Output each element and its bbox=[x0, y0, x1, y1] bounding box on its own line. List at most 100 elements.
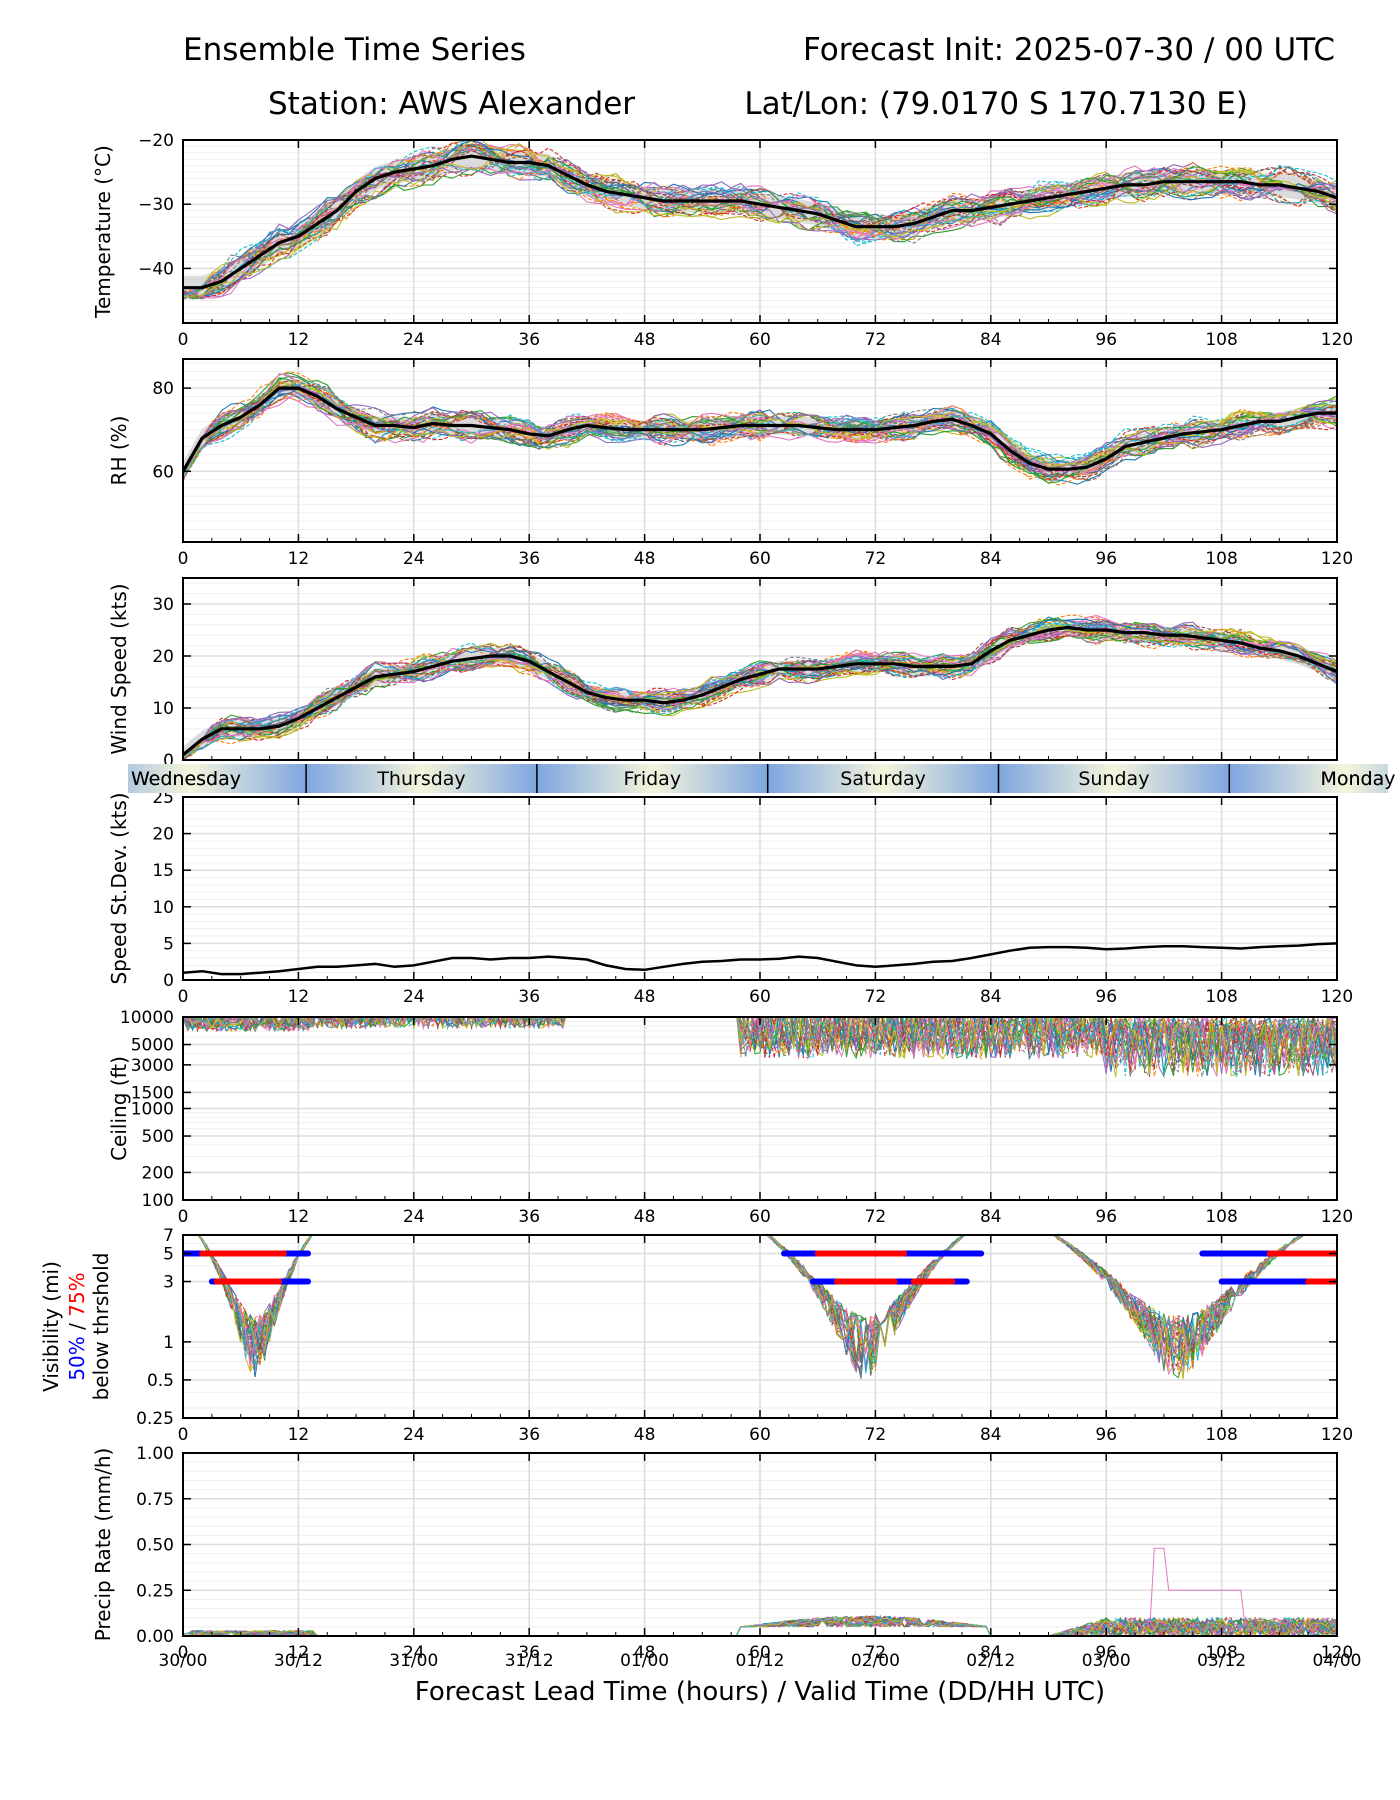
x-tick-label: 60 bbox=[749, 549, 771, 569]
member-line bbox=[183, 159, 1337, 297]
day-label-first: Wednesday bbox=[131, 768, 241, 790]
y-axis-label: RH (%) bbox=[107, 416, 131, 486]
x-tick-label: 72 bbox=[865, 987, 887, 1007]
y-tick-label: 0 bbox=[163, 751, 174, 771]
valid-time-label: 03/00 bbox=[1082, 1651, 1131, 1671]
member-line bbox=[197, 1235, 1303, 1374]
valid-time-label: 31/00 bbox=[389, 1651, 438, 1671]
y-tick-label: 1.00 bbox=[136, 1444, 174, 1464]
plot-area bbox=[183, 614, 1337, 760]
x-tick-label: 48 bbox=[634, 549, 656, 569]
y-axis-label: Speed St.Dev. (kts) bbox=[107, 792, 131, 984]
member-line bbox=[183, 380, 1337, 477]
member-line bbox=[183, 1017, 1337, 1077]
x-tick-label: 72 bbox=[865, 549, 887, 569]
member-line bbox=[183, 143, 1337, 298]
valid-time-label: 04/00 bbox=[1313, 1651, 1362, 1671]
member-line bbox=[183, 381, 1337, 477]
day-label: Friday bbox=[623, 768, 681, 790]
y-tick-label: 0.50 bbox=[136, 1536, 174, 1556]
valid-time-label: 03/12 bbox=[1197, 1651, 1246, 1671]
y-tick-label: −30 bbox=[138, 195, 174, 215]
x-tick-label: 108 bbox=[1205, 549, 1237, 569]
y-axis-label: Precip Rate (mm/h) bbox=[91, 1448, 115, 1642]
day-label: Sunday bbox=[1078, 768, 1149, 790]
x-tick-label: 60 bbox=[749, 1643, 771, 1663]
y-tick-label: 0.75 bbox=[136, 1490, 174, 1510]
day-label: Saturday bbox=[840, 768, 926, 790]
x-tick-label: 36 bbox=[518, 330, 540, 350]
plot-area bbox=[183, 1017, 1337, 1079]
x-tick-label: 120 bbox=[1321, 1643, 1353, 1663]
member-line bbox=[183, 379, 1337, 478]
member-line bbox=[183, 166, 1337, 294]
x-tick-label: 12 bbox=[288, 1643, 310, 1663]
y-tick-label: 3 bbox=[163, 1273, 174, 1293]
member-line bbox=[183, 1017, 1337, 1078]
y-tick-label: 7 bbox=[163, 1226, 174, 1246]
valid-time-label: 02/00 bbox=[851, 1651, 900, 1671]
y-tick-label: 0.25 bbox=[136, 1409, 174, 1429]
y-tick-label: 1000 bbox=[131, 1100, 174, 1120]
day-label: Wednesday bbox=[131, 768, 241, 790]
y-tick-label: 1500 bbox=[131, 1083, 174, 1103]
y-tick-label: 3000 bbox=[131, 1056, 174, 1076]
day-label-last: Monday bbox=[1320, 768, 1395, 790]
member-line bbox=[183, 614, 1337, 757]
x-tick-label: 36 bbox=[518, 987, 540, 1007]
y-tick-label: 5000 bbox=[131, 1036, 174, 1056]
x-tick-label: 24 bbox=[403, 987, 425, 1007]
x-tick-label: 12 bbox=[288, 1207, 310, 1227]
y-tick-label: 0.00 bbox=[136, 1627, 174, 1647]
plot-area bbox=[183, 1235, 1337, 1380]
x-tick-label: 24 bbox=[403, 1643, 425, 1663]
x-tick-label: 108 bbox=[1205, 1643, 1237, 1663]
x-tick-label: 108 bbox=[1205, 1207, 1237, 1227]
member-line bbox=[183, 1017, 1337, 1077]
x-tick-label: 12 bbox=[288, 549, 310, 569]
x-axis-label: Forecast Lead Time (hours) / Valid Time … bbox=[415, 1677, 1105, 1707]
member-line bbox=[183, 622, 1337, 758]
member-line bbox=[183, 397, 1337, 485]
y-tick-label: −40 bbox=[138, 259, 174, 279]
x-tick-label: 24 bbox=[403, 330, 425, 350]
x-tick-label: 96 bbox=[1095, 987, 1117, 1007]
member-line bbox=[183, 1017, 1337, 1077]
x-tick-label: 36 bbox=[518, 549, 540, 569]
stdev-line bbox=[183, 942, 1337, 976]
y-tick-label: 100 bbox=[142, 1191, 174, 1211]
member-line bbox=[197, 1235, 1303, 1374]
x-tick-label: 72 bbox=[865, 1643, 887, 1663]
x-tick-label: 0 bbox=[178, 1425, 189, 1445]
x-tick-label: 84 bbox=[980, 549, 1002, 569]
day-segment bbox=[536, 764, 768, 793]
x-tick-label: 96 bbox=[1095, 549, 1117, 569]
x-tick-label: 24 bbox=[403, 549, 425, 569]
x-tick-label: 12 bbox=[288, 1425, 310, 1445]
y-axis-label: Ceiling (ft) bbox=[107, 1056, 131, 1161]
y-tick-label: 60 bbox=[152, 462, 174, 482]
x-tick-label: 0 bbox=[178, 549, 189, 569]
member-line bbox=[197, 1235, 1303, 1373]
member-line bbox=[198, 1235, 1303, 1379]
valid-time-label: 30/12 bbox=[274, 1651, 323, 1671]
panel-rh: 80 60 0 12 24 36 48 60 72 84 96 108 120 RH (%) bbox=[107, 358, 1353, 569]
member-line bbox=[197, 1235, 1304, 1371]
member-line bbox=[183, 1616, 1337, 1636]
x-tick-label: 84 bbox=[980, 987, 1002, 1007]
x-tick-label: 60 bbox=[749, 330, 771, 350]
day-label: Thursday bbox=[376, 768, 465, 790]
member-line bbox=[183, 1017, 1337, 1078]
x-tick-label: 96 bbox=[1095, 1207, 1117, 1227]
member-line bbox=[198, 1235, 1303, 1363]
x-tick-label: 120 bbox=[1321, 1425, 1353, 1445]
x-tick-label: 36 bbox=[518, 1643, 540, 1663]
y-tick-label: 10 bbox=[152, 699, 174, 719]
chart-title-left: Ensemble Time Series bbox=[183, 32, 526, 68]
x-tick-label: 36 bbox=[518, 1207, 540, 1227]
x-tick-label: 108 bbox=[1205, 987, 1237, 1007]
y-tick-label: 5 bbox=[163, 1244, 174, 1264]
